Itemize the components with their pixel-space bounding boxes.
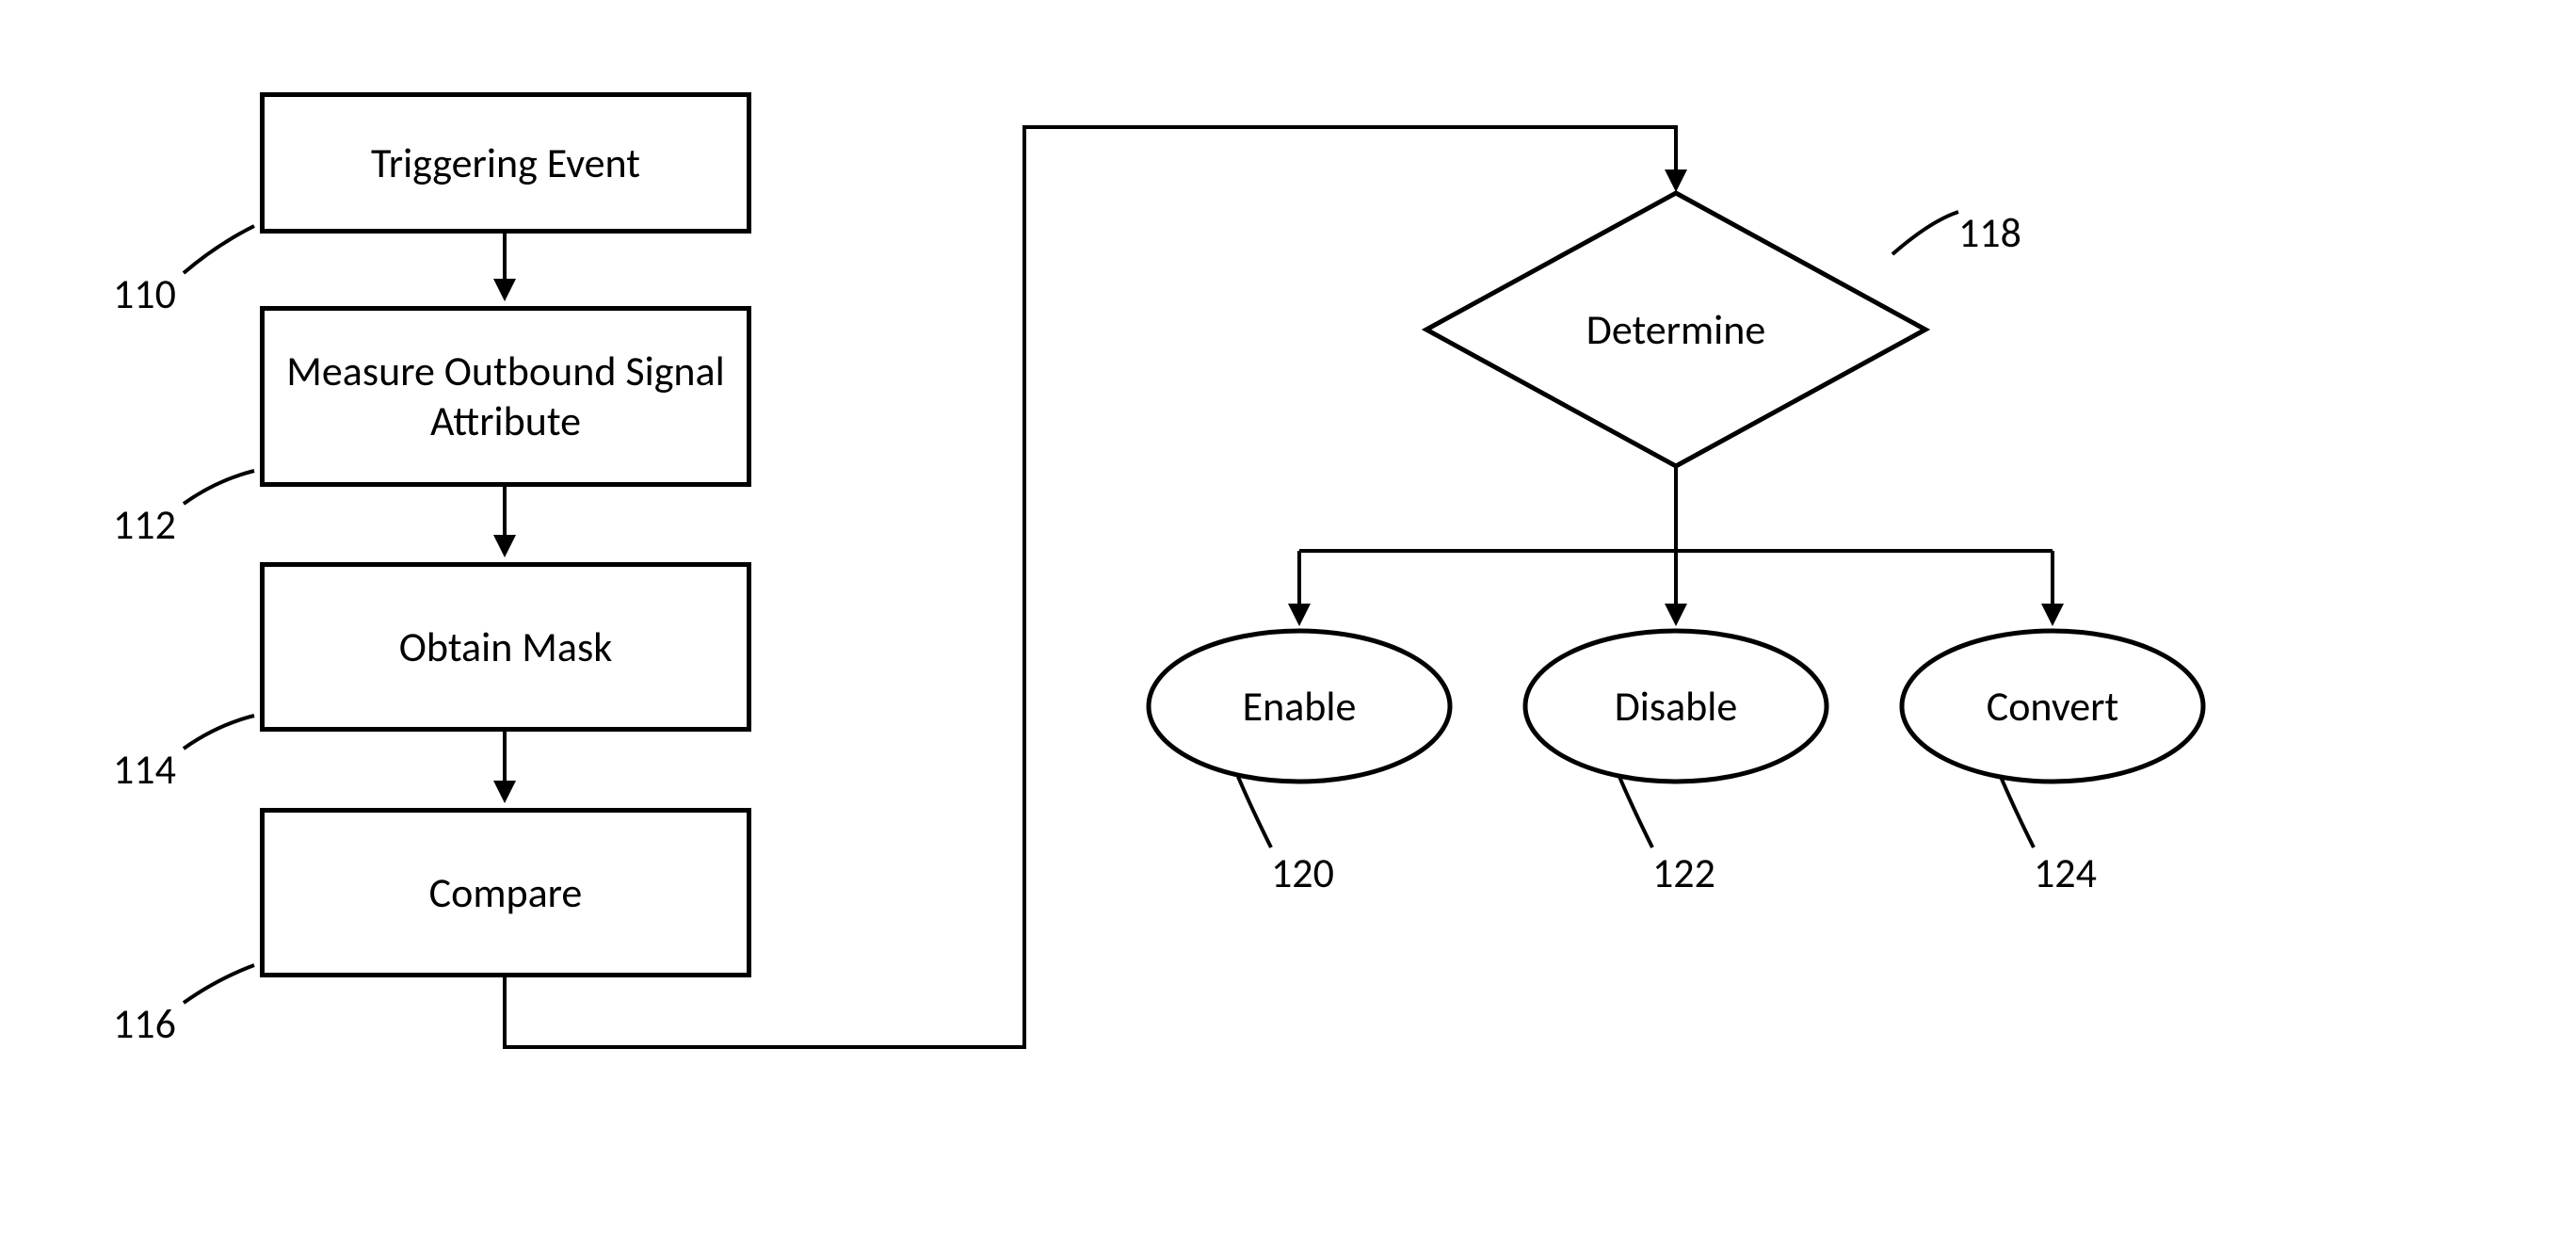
- ref-curve-116: [184, 965, 254, 1003]
- ref-curve-122: [1619, 777, 1652, 847]
- ref-curve-112: [184, 471, 254, 504]
- ref-curve-120: [1238, 777, 1271, 847]
- ref-curve-118: [1892, 212, 1958, 254]
- arrow-compare-to-determine: [505, 127, 1676, 1047]
- ref-curve-124: [2001, 777, 2034, 847]
- connectors: [0, 0, 2576, 1242]
- ref-curve-110: [184, 226, 254, 273]
- ref-curve-114: [184, 716, 254, 749]
